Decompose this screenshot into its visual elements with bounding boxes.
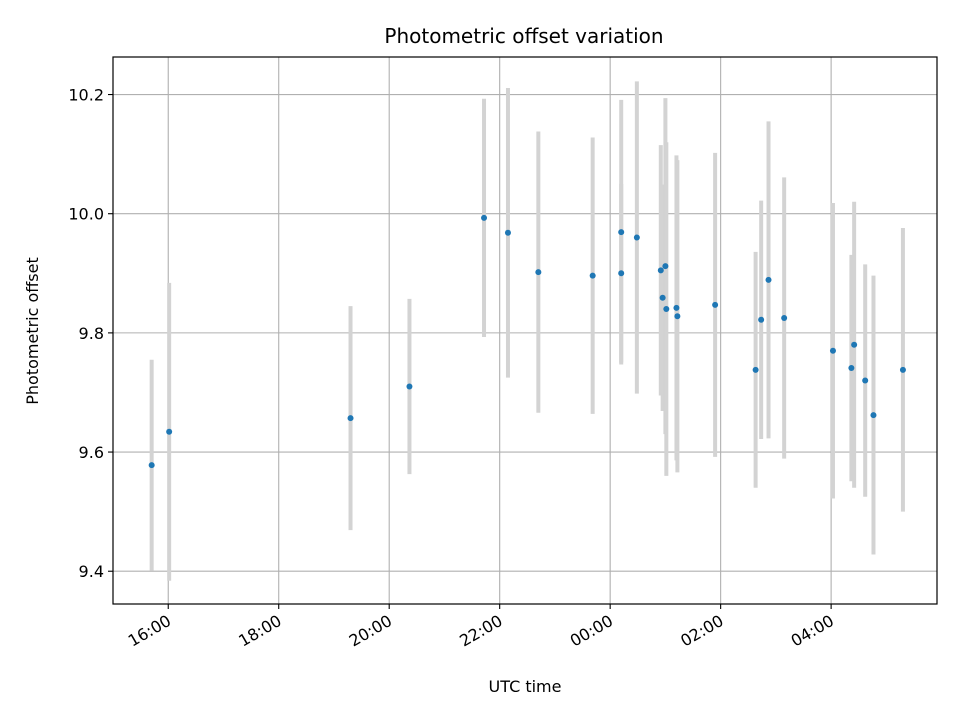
data-point xyxy=(899,366,906,373)
data-point xyxy=(504,229,511,236)
data-point xyxy=(663,306,670,313)
data-point xyxy=(673,304,680,311)
data-point xyxy=(618,229,625,236)
data-point xyxy=(406,383,413,390)
y-axis-label: Photometric offset xyxy=(23,257,42,405)
data-point xyxy=(633,234,640,241)
y-tick-label: 9.6 xyxy=(79,443,104,462)
x-axis-label: UTC time xyxy=(489,677,562,696)
data-point xyxy=(829,347,836,354)
data-point xyxy=(765,276,772,283)
chart-title: Photometric offset variation xyxy=(384,24,663,48)
data-point xyxy=(662,263,669,270)
data-point xyxy=(347,415,354,422)
data-point xyxy=(752,366,759,373)
y-tick-label: 10.2 xyxy=(68,86,104,105)
data-point xyxy=(535,269,542,276)
data-point xyxy=(674,313,681,320)
point-layer xyxy=(148,214,906,469)
data-point xyxy=(862,377,869,384)
data-point xyxy=(657,267,664,274)
data-point xyxy=(848,365,855,372)
plot-frame xyxy=(112,56,938,605)
data-point xyxy=(659,294,666,301)
data-point xyxy=(758,316,765,323)
y-tick-label: 9.8 xyxy=(79,324,104,343)
data-point xyxy=(166,428,173,435)
data-point xyxy=(148,462,155,469)
data-point xyxy=(589,272,596,279)
data-point xyxy=(870,412,877,419)
data-point xyxy=(851,341,858,348)
data-point xyxy=(781,314,788,321)
y-axis: 9.4 9.6 9.8 10.0 10.2 xyxy=(68,86,113,581)
data-point xyxy=(712,301,719,308)
y-tick-label: 10.0 xyxy=(68,205,104,224)
data-point xyxy=(481,214,488,221)
y-tick-label: 9.4 xyxy=(79,562,104,581)
data-point xyxy=(618,270,625,277)
